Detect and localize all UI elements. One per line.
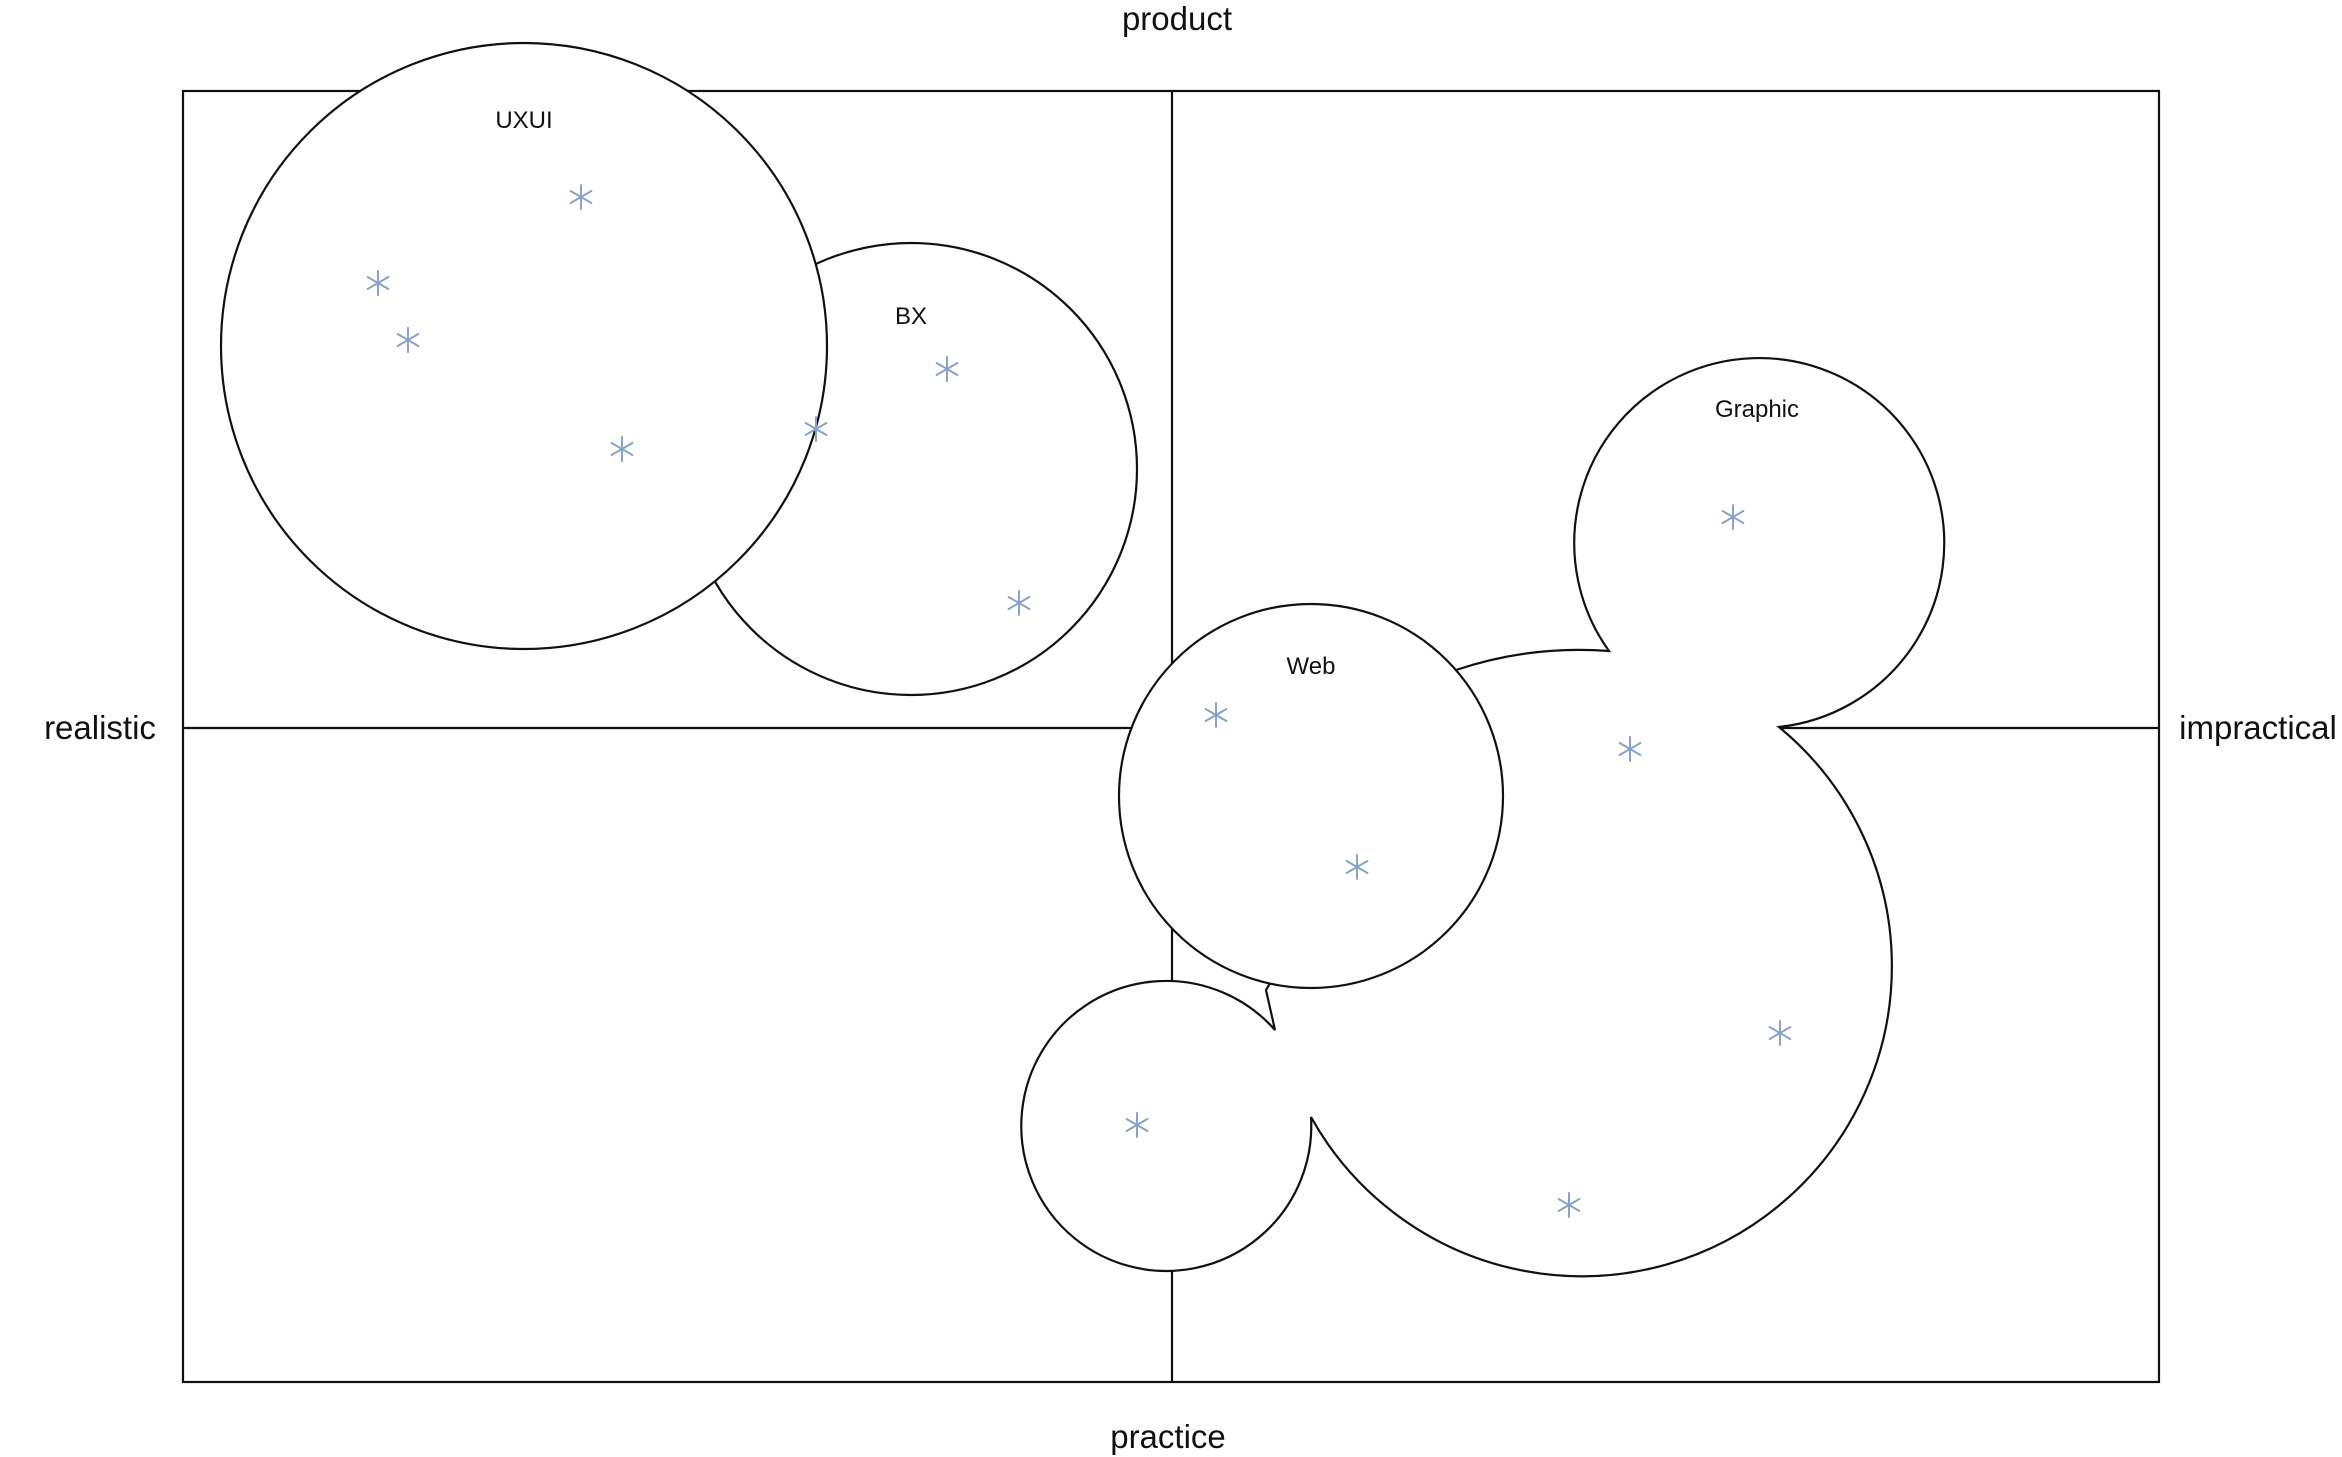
axis-label-top: product — [1122, 0, 1232, 37]
asterisk-stroke — [1204, 708, 1228, 722]
asterisk-icon — [1557, 1192, 1581, 1218]
asterisk-stroke — [804, 422, 828, 436]
cluster-label-web: Web — [1287, 653, 1336, 680]
uxui-cluster-shape — [219, 41, 829, 651]
axis-label-bottom: practice — [1110, 1418, 1226, 1455]
asterisk-icon — [569, 184, 593, 210]
asterisk-stroke — [1557, 1198, 1581, 1212]
cluster-label-bx: BX — [895, 303, 927, 330]
asterisk-stroke — [396, 333, 420, 347]
asterisk-icon — [1345, 854, 1369, 880]
asterisk-stroke — [1345, 860, 1369, 874]
asterisk-icon — [804, 416, 828, 442]
web-cluster-shape — [1117, 602, 1505, 990]
asterisk-stroke — [935, 362, 959, 376]
asterisk-icon — [1125, 1112, 1149, 1138]
asterisk-icon — [1618, 736, 1642, 762]
asterisk-icon — [935, 356, 959, 382]
asterisk-stroke — [569, 190, 593, 204]
asterisk-icon — [1204, 702, 1228, 728]
asterisk-icon — [396, 327, 420, 353]
asterisk-icon — [1721, 504, 1745, 530]
markers — [366, 184, 1792, 1218]
asterisk-stroke — [1768, 1026, 1792, 1040]
cluster-label-uxui: UXUI — [495, 107, 552, 134]
asterisk-stroke — [1618, 742, 1642, 756]
asterisk-icon — [1768, 1020, 1792, 1046]
asterisk-icon — [1007, 590, 1031, 616]
asterisk-icon — [610, 436, 634, 462]
axis-label-right: impractical — [2179, 709, 2337, 746]
asterisk-stroke — [1721, 510, 1745, 524]
asterisk-stroke — [1007, 596, 1031, 610]
asterisk-stroke — [366, 276, 390, 290]
asterisk-icon — [366, 270, 390, 296]
asterisk-stroke — [1125, 1118, 1149, 1132]
asterisk-stroke — [610, 442, 634, 456]
cluster-label-graphic: Graphic — [1715, 396, 1799, 423]
axis-label-left: realistic — [44, 709, 156, 746]
